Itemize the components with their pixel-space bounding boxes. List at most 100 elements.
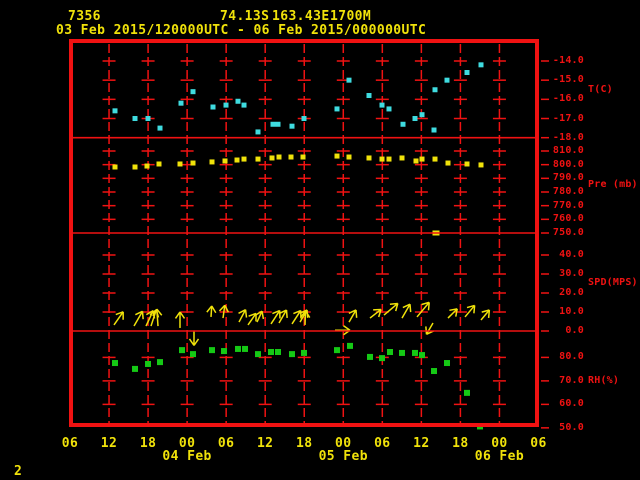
humidity-point xyxy=(235,345,241,352)
x-hour-label: 18 xyxy=(296,436,313,451)
pressure-point xyxy=(366,155,372,161)
x-hour-label: 18 xyxy=(452,436,469,451)
x-hour-label: 00 xyxy=(178,436,196,451)
humidity-point xyxy=(179,347,185,354)
wind-arrow xyxy=(152,308,163,327)
humidity-point xyxy=(431,368,437,375)
x-hour-label: 12 xyxy=(100,436,118,451)
temperature-point xyxy=(464,70,470,76)
pressure-point xyxy=(241,156,247,162)
y-tick-label-wind_speed: 10.0 xyxy=(559,306,584,317)
humidity-point xyxy=(464,389,470,396)
header-station-id: 7356 xyxy=(68,9,101,24)
temperature-point xyxy=(178,100,184,106)
pressure-point xyxy=(478,162,484,168)
panel-unit-label-wind_speed: SPD(MPS) xyxy=(588,277,638,288)
humidity-point xyxy=(132,365,138,372)
panel-unit-label-temperature: T(C) xyxy=(588,84,613,95)
x-hour-label: 12 xyxy=(256,436,274,451)
pressure-point xyxy=(132,164,138,170)
wind-arrow xyxy=(447,308,458,319)
temperature-point xyxy=(210,104,216,110)
temperature-point xyxy=(432,87,438,93)
humidity-point xyxy=(289,351,295,358)
pressure-point xyxy=(399,155,405,161)
y-tick-label-wind_speed: 0.0 xyxy=(565,325,584,336)
y-tick-label-humidity: 80.0 xyxy=(559,351,584,363)
wind-arrow xyxy=(238,309,248,323)
temperature-point xyxy=(112,108,118,114)
humidity-point xyxy=(444,360,450,367)
temperature-point xyxy=(157,125,163,131)
temperature-point xyxy=(412,116,418,122)
temperature-point xyxy=(275,121,281,127)
temperature-point xyxy=(235,98,241,104)
wind-arrow xyxy=(480,309,491,321)
pressure-point xyxy=(276,154,282,160)
temperature-point xyxy=(419,112,425,118)
temperature-point xyxy=(400,121,406,127)
y-tick-label-humidity: 50.0 xyxy=(559,421,584,433)
temperature-point xyxy=(289,123,295,129)
wind-arrow xyxy=(464,304,476,318)
humidity-point xyxy=(347,342,353,349)
header-time-range: 03 Feb 2015/120000UTC - 06 Feb 2015/0000… xyxy=(56,23,427,38)
wind-arrow xyxy=(188,330,200,346)
humidity-point xyxy=(275,348,281,355)
humidity-point xyxy=(209,347,215,354)
humidity-point xyxy=(255,351,261,358)
pressure-point xyxy=(112,164,118,170)
x-hour-label: 00 xyxy=(491,436,508,451)
y-tick-label-pressure: 770.0 xyxy=(552,199,584,211)
y-tick-label-temperature: -14.0 xyxy=(552,55,584,66)
temperature-point xyxy=(366,93,372,99)
x-hour-label: 06 xyxy=(530,436,547,451)
pressure-point xyxy=(288,154,294,160)
x-day-label: 06 Feb xyxy=(474,449,525,464)
x-day-label: 04 Feb xyxy=(162,449,212,464)
wind-arrow xyxy=(270,309,281,325)
pressure-point xyxy=(234,157,240,163)
pressure-point xyxy=(432,156,438,162)
pressure-point xyxy=(379,156,385,162)
x-hour-label: 06 xyxy=(217,436,235,451)
wind-arrow xyxy=(401,303,412,319)
pressure-point xyxy=(419,156,425,162)
temperature-point xyxy=(255,129,261,135)
temperature-point xyxy=(431,127,437,133)
pressure-point xyxy=(222,158,228,164)
y-tick-label-pressure: 780.0 xyxy=(552,186,584,197)
y-tick-label-pressure: 750.0 xyxy=(552,227,584,238)
humidity-point xyxy=(367,353,373,360)
pressure-point xyxy=(413,158,419,164)
x-hour-label: 12 xyxy=(413,436,430,451)
wind-arrow xyxy=(383,302,399,316)
plot-frame xyxy=(69,39,539,427)
wind-arrow xyxy=(206,305,217,317)
y-tick-label-pressure: 760.0 xyxy=(552,213,584,225)
wind-arrow xyxy=(416,301,430,318)
humidity-point xyxy=(145,360,151,367)
header-elevation: 1700M xyxy=(330,9,372,24)
temperature-point xyxy=(386,106,392,112)
wind-arrow xyxy=(278,309,288,324)
humidity-point xyxy=(190,351,196,358)
temperature-point xyxy=(301,116,307,122)
y-tick-label-wind_speed: 40.0 xyxy=(559,249,584,260)
humidity-point xyxy=(242,345,248,352)
y-tick-label-pressure: 790.0 xyxy=(552,172,584,184)
wind-arrow xyxy=(218,304,230,319)
pressure-point xyxy=(386,156,392,162)
page-number: 2 xyxy=(14,464,23,479)
temperature-point xyxy=(145,116,151,122)
temperature-point xyxy=(346,77,352,83)
pressure-point xyxy=(190,160,196,166)
humidity-point xyxy=(419,352,425,359)
wind-arrow xyxy=(174,311,186,328)
wind-arrow xyxy=(113,311,124,326)
temperature-point xyxy=(190,89,196,95)
wind-arrow xyxy=(348,309,358,323)
